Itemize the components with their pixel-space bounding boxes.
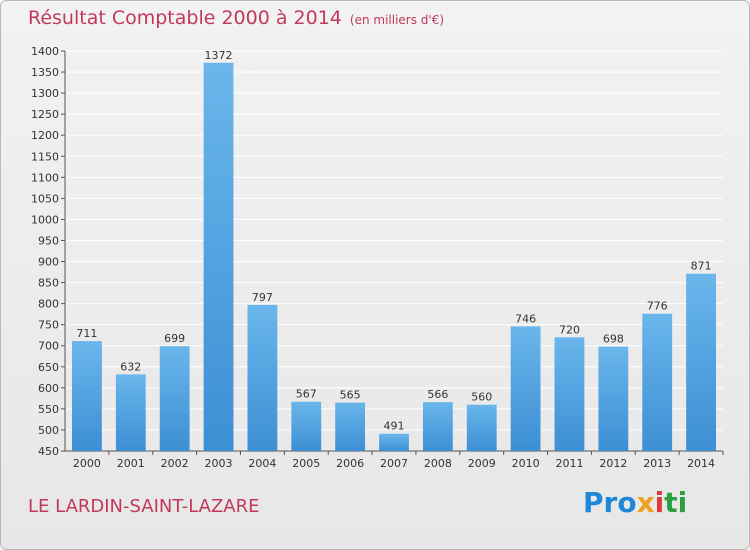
data-label-2012: 698 [603, 333, 624, 346]
y-tick-label: 700 [38, 340, 59, 353]
chart-subtitle: (en milliers d'€) [349, 13, 445, 27]
data-label-2002: 699 [164, 332, 185, 345]
y-tick-label: 500 [38, 424, 59, 437]
y-tick-label: 750 [38, 319, 59, 332]
y-tick-label: 450 [38, 445, 59, 458]
y-tick-label: 950 [38, 234, 59, 247]
y-tick-label: 1100 [31, 171, 59, 184]
data-label-2014: 871 [691, 260, 712, 273]
x-tick-label-2008: 2008 [424, 457, 452, 470]
bar-2004 [247, 304, 278, 451]
y-tick-label: 600 [38, 382, 59, 395]
x-tick-label-2013: 2013 [643, 457, 671, 470]
x-tick-label-2004: 2004 [248, 457, 276, 470]
y-tick-label: 550 [38, 403, 59, 416]
bar-2000 [72, 341, 102, 451]
commune-name: LE LARDIN-SAINT-LAZARE [28, 496, 260, 517]
x-tick-label-2000: 2000 [73, 457, 101, 470]
x-tick-label-2002: 2002 [161, 457, 189, 470]
x-tick-label-2001: 2001 [117, 457, 145, 470]
data-label-2004: 797 [252, 291, 273, 304]
x-tick-label-2005: 2005 [292, 457, 320, 470]
x-tick-label-2009: 2009 [468, 457, 496, 470]
bar-2010 [510, 326, 541, 451]
data-label-2003: 1372 [205, 49, 233, 62]
y-tick-label: 900 [38, 256, 59, 269]
x-tick-label-2011: 2011 [555, 457, 583, 470]
y-tick-label: 1000 [31, 213, 59, 226]
y-tick-label: 1200 [31, 129, 59, 142]
data-label-2005: 567 [296, 388, 317, 401]
data-label-2006: 565 [340, 389, 361, 402]
x-tick-label-2003: 2003 [205, 457, 233, 470]
y-tick-label: 800 [38, 298, 59, 311]
bar-2005 [291, 401, 322, 451]
y-tick-label: 1050 [31, 192, 59, 205]
proxiti-logo: Proxiti [583, 486, 688, 519]
data-label-2008: 566 [427, 388, 448, 401]
bar-2012 [598, 346, 629, 451]
bar-2003 [203, 62, 234, 451]
bar-2011 [554, 337, 585, 451]
data-label-2007: 491 [384, 420, 405, 433]
bar-2007 [379, 433, 409, 451]
y-tick-label: 650 [38, 361, 59, 374]
data-label-2010: 746 [515, 312, 536, 325]
data-label-2009: 560 [471, 391, 492, 404]
bar-2014 [686, 273, 716, 451]
bar-2001 [115, 374, 146, 451]
x-tick-label-2014: 2014 [687, 457, 715, 470]
bar-2013 [642, 313, 673, 451]
bar-2008 [422, 402, 453, 451]
chart-title: Résultat Comptable 2000 à 2014 (en millie… [28, 7, 444, 29]
chart-title-text: Résultat Comptable 2000 à 2014 [28, 7, 342, 29]
bar-2009 [466, 404, 497, 451]
data-label-2013: 776 [647, 300, 668, 313]
bar-2002 [159, 346, 190, 451]
x-tick-label-2010: 2010 [512, 457, 540, 470]
y-tick-label: 1150 [31, 150, 59, 163]
y-tick-label: 1400 [31, 45, 59, 58]
data-label-2001: 632 [120, 360, 141, 373]
y-tick-label: 1350 [31, 66, 59, 79]
y-tick-label: 850 [38, 277, 59, 290]
data-label-2000: 711 [76, 327, 97, 340]
data-label-2011: 720 [559, 323, 580, 336]
x-tick-label-2006: 2006 [336, 457, 364, 470]
x-tick-label-2012: 2012 [599, 457, 627, 470]
x-tick-label-2007: 2007 [380, 457, 408, 470]
y-tick-label: 1250 [31, 108, 59, 121]
bar-2006 [335, 402, 366, 451]
y-tick-label: 1300 [31, 87, 59, 100]
